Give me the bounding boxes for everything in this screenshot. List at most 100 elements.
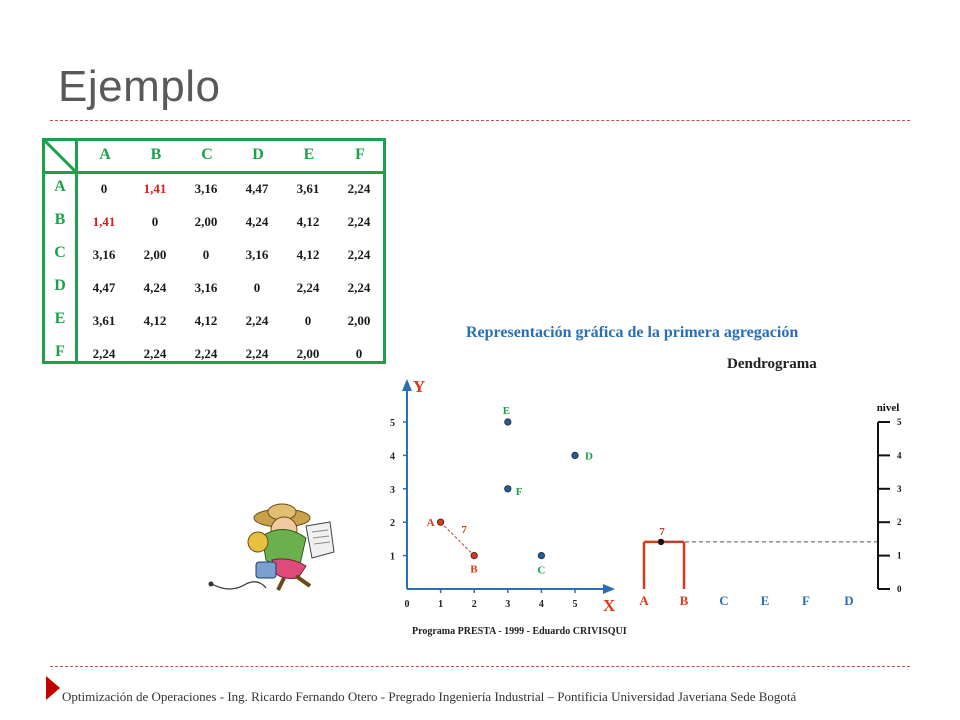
- matrix-cell: 2,00: [347, 313, 371, 328]
- figure-title: Representación gráfica de la primera agr…: [466, 324, 799, 341]
- y-tick-label: 5: [390, 418, 395, 429]
- matrix-cell: 4,24: [143, 280, 167, 295]
- y-tick-label: 4: [390, 451, 395, 462]
- matrix-cell: 2,24: [194, 346, 218, 361]
- scatter-plot: X Y 0 1 2 3 4 5 1 2 3 4 5 7 A B C D E F: [390, 377, 616, 615]
- matrix-cell: 0: [304, 313, 312, 328]
- matrix-col-header: A: [99, 146, 111, 163]
- matrix-cell: 3,61: [92, 313, 116, 328]
- dendrogram-merge-label: 7: [659, 526, 665, 538]
- dendrogram-leaf-f: F: [802, 593, 810, 608]
- matrix-corner-diagonal: [45, 141, 75, 171]
- matrix-row-header: C: [54, 244, 66, 261]
- x-tick-label: 5: [573, 599, 578, 610]
- title-divider: [50, 120, 910, 121]
- matrix-cell: 0: [202, 247, 210, 262]
- level-axis-label: nivel: [877, 402, 900, 414]
- matrix-cell: 2,24: [296, 280, 320, 295]
- matrix-cell: 0: [355, 346, 363, 361]
- figure-credit: Programa PRESTA - 1999 - Eduardo CRIVISQ…: [412, 626, 627, 637]
- data-point-d: [571, 451, 579, 459]
- slide-title: Ejemplo: [58, 62, 221, 111]
- hiker-illustration: [208, 503, 335, 591]
- matrix-cell: 1,41: [92, 214, 116, 229]
- merge-link-line: [440, 521, 475, 556]
- matrix-row-header: E: [54, 310, 66, 327]
- matrix-row-header: F: [55, 343, 65, 360]
- x-tick-label: 4: [539, 599, 544, 610]
- x-axis-label: X: [603, 596, 616, 615]
- matrix-cell: 3,61: [296, 181, 320, 196]
- matrix-cell: 2,24: [92, 346, 116, 361]
- data-point-a: [436, 518, 445, 526]
- matrix-cell: 4,24: [245, 214, 269, 229]
- data-point-c: [537, 551, 546, 560]
- matrix-row-header: D: [54, 277, 66, 294]
- matrix-cell: 0: [253, 280, 261, 295]
- matrix-cell: 4,47: [92, 280, 116, 295]
- y-axis-label: Y: [413, 377, 425, 396]
- dendrogram-leaf-e: E: [761, 593, 770, 608]
- merge-link-label: 7: [461, 524, 467, 536]
- matrix-cell: 4,12: [194, 313, 218, 328]
- matrix-col-header: B: [150, 146, 162, 163]
- matrix-cell: 0: [100, 181, 108, 196]
- level-tick-label: 3: [897, 484, 902, 494]
- matrix-row-divider: [75, 141, 78, 361]
- matrix-cell: 2,24: [347, 247, 371, 262]
- y-tick-label: 1: [390, 552, 395, 563]
- y-tick-label: 3: [390, 485, 395, 496]
- point-label-a: A: [427, 517, 435, 529]
- matrix-cell: 2,00: [296, 346, 320, 361]
- point-label-e: E: [503, 405, 510, 417]
- level-tick-label: 4: [897, 450, 902, 460]
- matrix-col-header: E: [303, 146, 315, 163]
- matrix-cell: 3,16: [245, 247, 269, 262]
- dendrogram-title: Dendrograma: [727, 356, 817, 372]
- data-point-e: [504, 418, 512, 426]
- matrix-col-header: F: [355, 146, 365, 163]
- footer-text: Optimización de Operaciones - Ing. Ricar…: [62, 689, 797, 704]
- matrix-cell: 1,41: [143, 181, 167, 196]
- matrix-cell: 3,16: [194, 280, 218, 295]
- matrix-cell: 2,24: [245, 346, 269, 361]
- matrix-cell: 4,47: [245, 181, 269, 196]
- level-tick-label: 1: [897, 551, 902, 561]
- matrix-cell: 0: [151, 214, 159, 229]
- x-tick-label: 3: [505, 599, 510, 610]
- data-point-b: [470, 551, 478, 560]
- footer-arrow-icon: [46, 676, 60, 700]
- matrix-cell: 2,00: [143, 247, 167, 262]
- dendrogram-leaf-b: B: [680, 593, 689, 608]
- matrix-cell: 4,12: [143, 313, 167, 328]
- y-tick-label: 2: [390, 518, 395, 529]
- matrix-col-header: D: [252, 146, 264, 163]
- matrix-cell: 3,16: [194, 181, 218, 196]
- matrix-col-header: C: [201, 146, 213, 163]
- matrix-cell: 2,00: [194, 214, 218, 229]
- dendrogram-leaf-d: D: [844, 593, 853, 608]
- dendrogram-leaf-a: A: [639, 593, 649, 608]
- matrix-cell: 4,12: [296, 214, 320, 229]
- footer-divider: [50, 666, 910, 667]
- matrix-header-divider: [45, 171, 383, 174]
- matrix-cell: 2,24: [347, 214, 371, 229]
- level-tick-label: 5: [897, 417, 902, 427]
- matrix-cell: 2,24: [245, 313, 269, 328]
- level-tick-label: 0: [897, 584, 902, 594]
- point-label-f: F: [516, 486, 523, 498]
- x-tick-label: 1: [438, 599, 443, 610]
- x-tick-label: 2: [472, 599, 477, 610]
- point-label-c: C: [537, 565, 545, 577]
- matrix-cell: 4,12: [296, 247, 320, 262]
- x-axis-arrow-icon: [603, 584, 615, 594]
- data-point-f: [504, 485, 512, 493]
- distance-matrix: A B C D E F A B C D E F 0 1,41 3,16 4,47 3,61 2,24 1,41 0 2,…: [42, 138, 386, 364]
- matrix-cell: 3,16: [92, 247, 116, 262]
- dendrogram-leaf-c: C: [719, 593, 728, 608]
- matrix-cell: 2,24: [347, 280, 371, 295]
- matrix-cell: 2,24: [143, 346, 167, 361]
- x-tick-label: 0: [405, 599, 410, 610]
- matrix-cell: 2,24: [347, 181, 371, 196]
